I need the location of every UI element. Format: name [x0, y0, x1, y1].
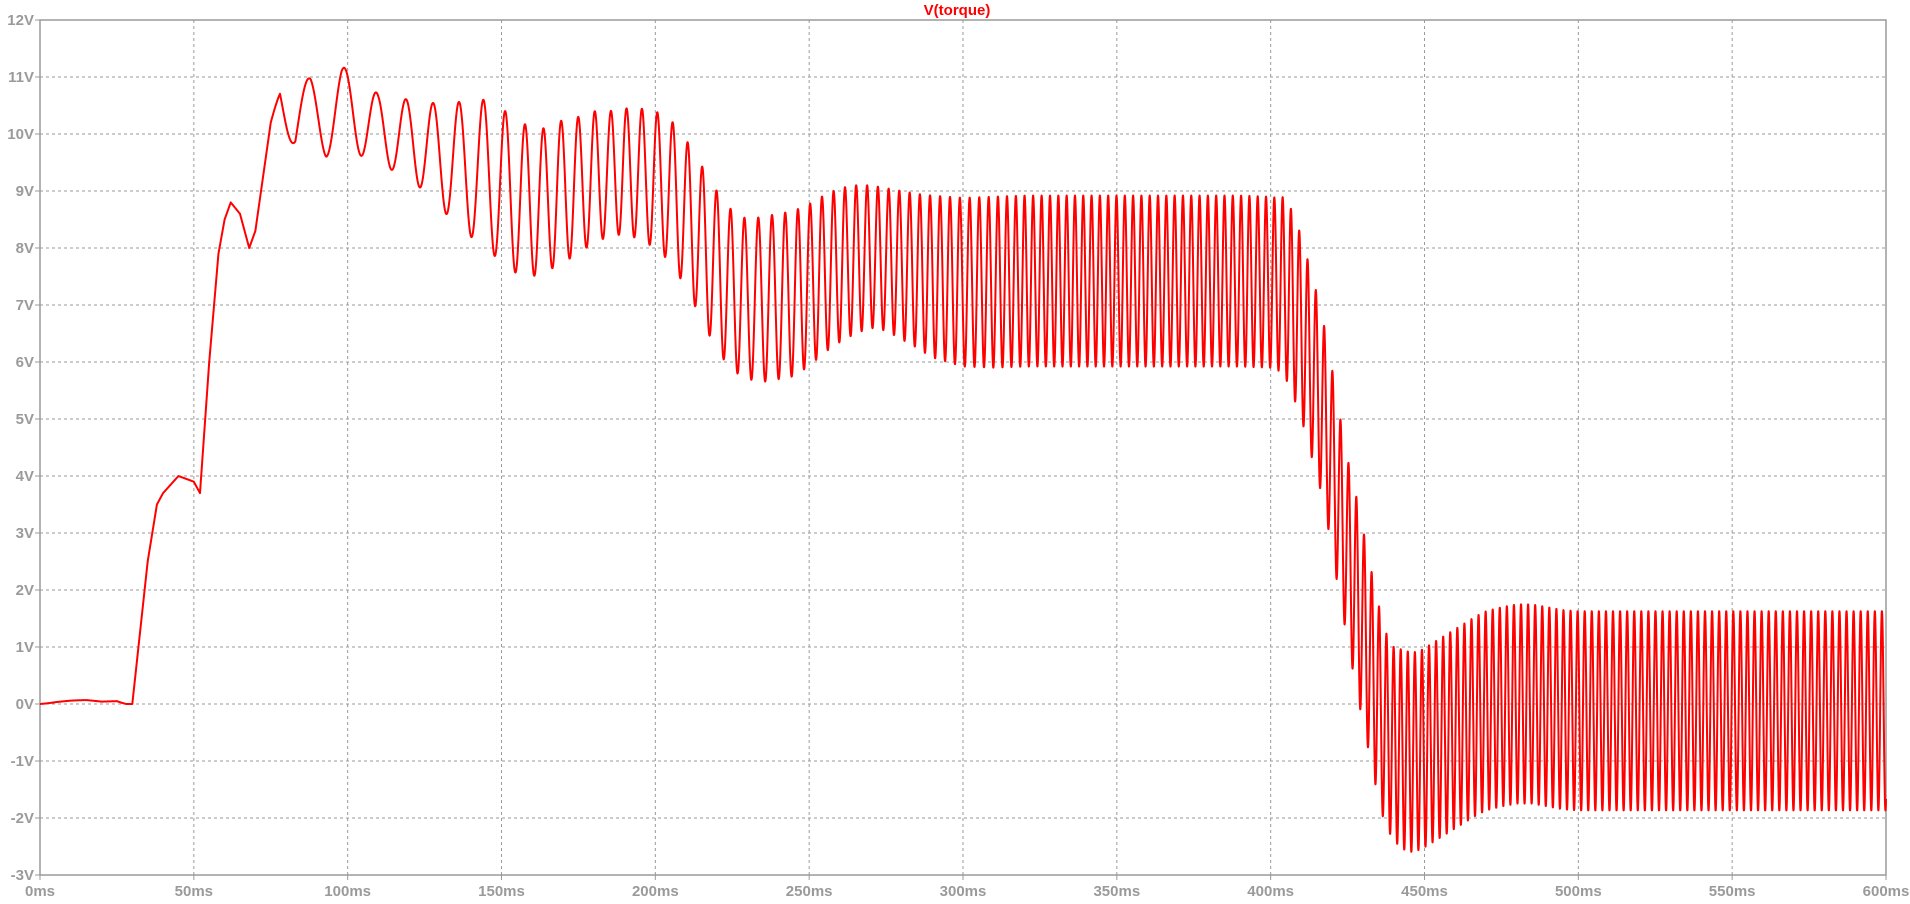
x-axis-ticks: 0ms 50ms 100ms 150ms 200ms 250ms 300ms 350ms 400… [25, 875, 1909, 900]
x-tick-label: 200ms [632, 883, 679, 900]
y-tick-label: -1V [11, 753, 34, 770]
x-tick-label: 350ms [1093, 883, 1140, 900]
y-tick-label: 12V [7, 12, 34, 29]
x-tick-label: 100ms [324, 883, 371, 900]
x-tick-label: 400ms [1247, 883, 1294, 900]
y-tick-label: 11V [8, 69, 34, 86]
x-tick-label: 550ms [1709, 883, 1756, 900]
y-tick-label: 1V [16, 639, 34, 656]
y-tick-label: -2V [11, 810, 34, 827]
x-tick-label: 150ms [478, 883, 525, 900]
y-tick-label: -3V [11, 867, 34, 884]
x-tick-label: 300ms [940, 883, 987, 900]
y-tick-label: 5V [16, 411, 34, 428]
x-tick-label: 50ms [175, 883, 213, 900]
series-line-torque [39, 66, 1887, 853]
x-tick-label: 500ms [1555, 883, 1602, 900]
series-layer [39, 66, 1887, 853]
y-tick-label: 3V [16, 525, 34, 542]
chart-title: V(torque) [924, 2, 991, 19]
y-tick-label: 0V [16, 696, 34, 713]
y-axis-ticks: 12V 11V 10V 9V 8V 7V 6V 5V 4V 3V 2V 1V 0V -1V -2V -3V [7, 12, 40, 884]
y-tick-label: 2V [16, 582, 34, 599]
y-tick-label: 10V [7, 126, 34, 143]
y-tick-label: 9V [16, 183, 34, 200]
x-tick-label: 0ms [25, 883, 55, 900]
y-tick-label: 4V [16, 468, 34, 485]
y-tick-label: 7V [16, 297, 34, 314]
y-tick-label: 6V [16, 354, 34, 371]
x-tick-label: 450ms [1401, 883, 1448, 900]
x-tick-label: 250ms [786, 883, 833, 900]
y-tick-label: 8V [16, 240, 34, 257]
x-tick-label: 600ms [1863, 883, 1910, 900]
grid-lines [40, 20, 1886, 875]
